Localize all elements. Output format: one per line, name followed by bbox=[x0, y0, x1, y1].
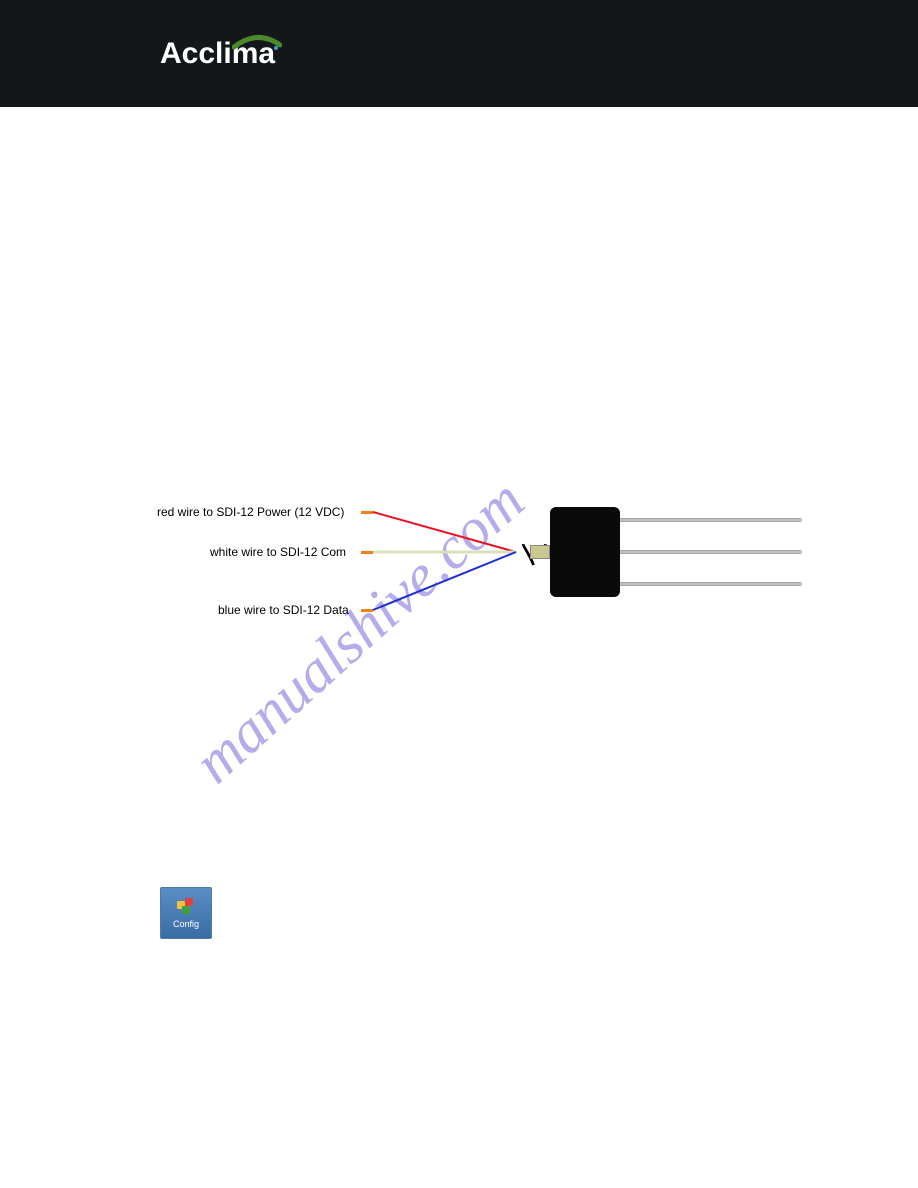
cable-stub bbox=[530, 545, 550, 559]
red-wire-label: red wire to SDI-12 Power (12 VDC) bbox=[157, 505, 344, 519]
puzzle-icon bbox=[176, 897, 196, 915]
sensor-probe bbox=[620, 550, 802, 554]
brand-logo: Acclima bbox=[160, 37, 275, 71]
white-wire-tip bbox=[361, 551, 373, 554]
page-content: manualshive.com red wire to SDI-12 Power… bbox=[0, 107, 918, 1188]
page-header: Acclima bbox=[0, 0, 918, 107]
wires-svg bbox=[0, 107, 918, 807]
config-label: Config bbox=[173, 919, 199, 929]
red-wire-tip bbox=[361, 511, 373, 514]
blue-wire-tip bbox=[361, 609, 373, 612]
blue-wire-label: blue wire to SDI-12 Data bbox=[218, 603, 349, 617]
white-wire-label: white wire to SDI-12 Com bbox=[210, 545, 346, 559]
sensor-probe bbox=[620, 518, 802, 522]
sensor-body-icon bbox=[550, 507, 620, 597]
config-app-icon[interactable]: Config bbox=[160, 887, 212, 939]
sensor-probe bbox=[620, 582, 802, 586]
logo-arc-icon bbox=[232, 33, 282, 51]
